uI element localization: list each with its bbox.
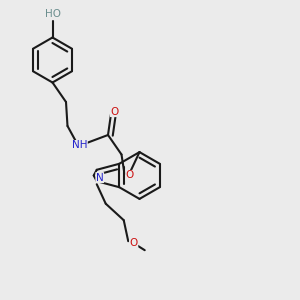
- Text: NH: NH: [72, 140, 87, 151]
- Text: O: O: [126, 170, 134, 181]
- Text: HO: HO: [44, 9, 61, 20]
- Text: O: O: [130, 238, 138, 248]
- Text: N: N: [96, 172, 103, 183]
- Text: O: O: [110, 106, 119, 117]
